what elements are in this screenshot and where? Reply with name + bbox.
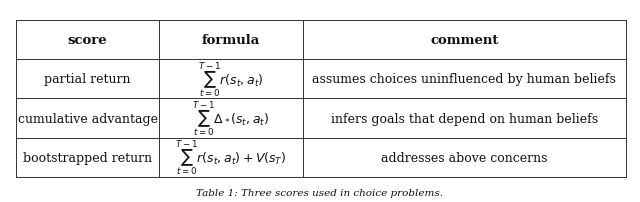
Text: addresses above concerns: addresses above concerns xyxy=(381,151,548,164)
Text: score: score xyxy=(68,34,108,47)
Text: partial return: partial return xyxy=(44,73,131,86)
Text: infers goals that depend on human beliefs: infers goals that depend on human belief… xyxy=(331,112,598,125)
Text: $\sum_{t=0}^{T-1} r(s_t, a_t) + V(s_T)$: $\sum_{t=0}^{T-1} r(s_t, a_t) + V(s_T)$ xyxy=(175,138,287,177)
Text: cumulative advantage: cumulative advantage xyxy=(18,112,157,125)
Text: $\sum_{t=0}^{T-1} r(s_t, a_t)$: $\sum_{t=0}^{T-1} r(s_t, a_t)$ xyxy=(198,60,264,99)
Text: $\sum_{t=0}^{T-1} \Delta_*(s_t, a_t)$: $\sum_{t=0}^{T-1} \Delta_*(s_t, a_t)$ xyxy=(193,99,269,138)
Text: comment: comment xyxy=(430,34,499,47)
Text: Table 1: Three scores used in choice problems.: Table 1: Three scores used in choice pro… xyxy=(196,188,444,197)
Text: bootstrapped return: bootstrapped return xyxy=(23,151,152,164)
Text: assumes choices uninfluenced by human beliefs: assumes choices uninfluenced by human be… xyxy=(312,73,616,86)
Text: formula: formula xyxy=(202,34,260,47)
